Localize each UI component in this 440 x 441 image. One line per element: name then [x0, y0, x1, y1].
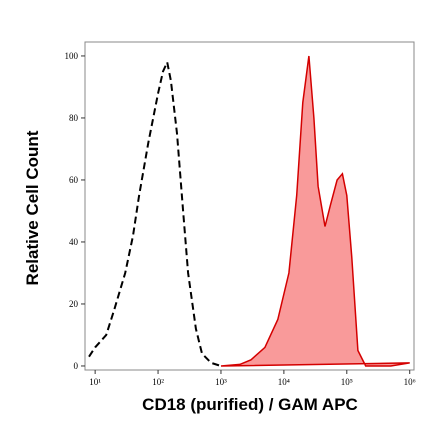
y-axis-title: Relative Cell Count	[23, 130, 42, 285]
y-tick-label: 80	[69, 113, 79, 123]
y-tick-label: 40	[69, 237, 79, 247]
y-tick-label: 100	[65, 51, 79, 61]
x-tick-label: 10⁴	[278, 377, 290, 387]
y-tick-label: 0	[74, 361, 79, 371]
y-tick-label: 20	[69, 299, 79, 309]
x-tick-label: 10¹	[89, 377, 101, 387]
x-tick-label: 10⁶	[404, 377, 416, 387]
x-axis-title: CD18 (purified) / GAM APC	[142, 395, 358, 414]
x-tick-label: 10⁵	[341, 377, 353, 387]
histogram-line	[88, 58, 222, 367]
x-tick-label: 10³	[215, 377, 227, 387]
y-tick-label: 60	[69, 175, 79, 185]
histogram-line	[220, 55, 410, 367]
x-tick-label: 10²	[152, 377, 164, 387]
plot-frame	[84, 41, 415, 371]
